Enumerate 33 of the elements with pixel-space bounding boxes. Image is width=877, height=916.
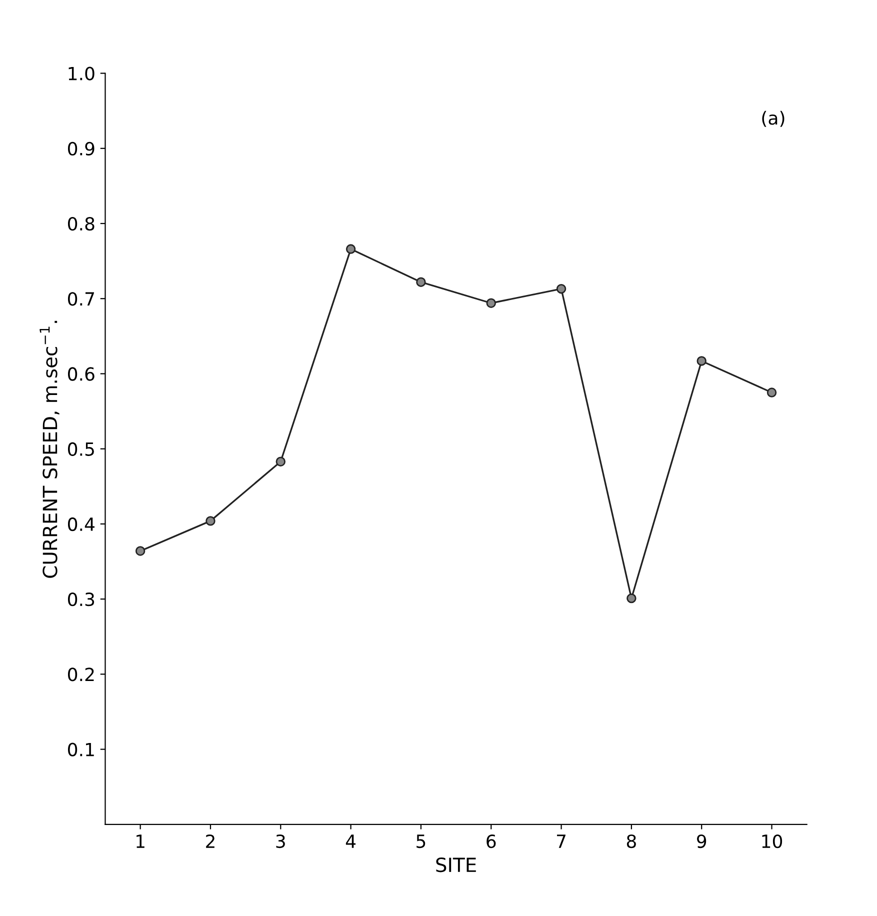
- point: [626, 593, 636, 604]
- point: [556, 284, 566, 294]
- point: [346, 244, 356, 254]
- x-tick-label: 3: [276, 834, 285, 848]
- y-tick-label: 0.9: [68, 142, 94, 156]
- point: [416, 277, 426, 287]
- annotation: (a): [762, 110, 784, 127]
- x-tick-label: 5: [416, 834, 426, 848]
- y-tick-label: 0.6: [68, 367, 94, 381]
- x-tick-label: 2: [206, 834, 214, 848]
- point: [696, 356, 706, 366]
- x-tick-label: 1: [136, 834, 144, 848]
- point: [486, 298, 496, 308]
- y-tick-label: 1.0: [68, 66, 94, 80]
- x-tick-label: 7: [557, 834, 566, 848]
- y-tick-label: 0.1: [68, 742, 94, 756]
- y-tick-label: 0.4: [68, 517, 95, 532]
- point: [135, 546, 146, 556]
- x-tick-label: 4: [346, 834, 356, 848]
- x-tick-label: 8: [626, 834, 636, 848]
- x-tick-label: 10: [762, 834, 782, 848]
- x-tick-label: 9: [696, 834, 706, 848]
- x-tick-label: 6: [486, 834, 496, 848]
- y-axis-title: CURRENT SPEED, m.sec$^{−1}$.: [40, 320, 60, 578]
- point: [276, 456, 286, 466]
- y-tick-label: 0.3: [68, 592, 94, 606]
- point: [766, 388, 777, 398]
- y-tick-label: 0.5: [68, 442, 94, 456]
- point: [206, 516, 216, 526]
- x-axis-title: SITE: [436, 857, 476, 872]
- y-tick-label: 0.8: [68, 216, 94, 231]
- y-tick-label: 0.2: [68, 668, 94, 682]
- y-tick-label: 0.7: [68, 292, 94, 306]
